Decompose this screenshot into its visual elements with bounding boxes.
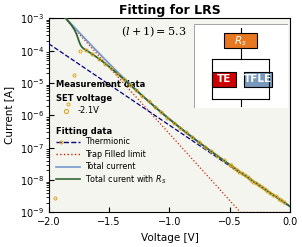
Text: Total current: Total current	[85, 162, 135, 171]
Y-axis label: Current [A]: Current [A]	[4, 86, 14, 144]
Text: SET voltage: SET voltage	[56, 94, 112, 103]
X-axis label: Voltage [V]: Voltage [V]	[140, 233, 198, 243]
Text: Fitting data: Fitting data	[56, 127, 112, 136]
Title: Fitting for LRS: Fitting for LRS	[119, 4, 220, 17]
Text: Thermionic: Thermionic	[85, 137, 130, 146]
Text: $(l + 1) = 5.3$: $(l + 1) = 5.3$	[121, 24, 187, 39]
Text: Trap Filled limit: Trap Filled limit	[85, 150, 146, 159]
Text: Measurement data: Measurement data	[56, 81, 145, 89]
Text: Total curent with $R_S$: Total curent with $R_S$	[85, 173, 167, 186]
Text: -2.1V: -2.1V	[78, 106, 100, 115]
